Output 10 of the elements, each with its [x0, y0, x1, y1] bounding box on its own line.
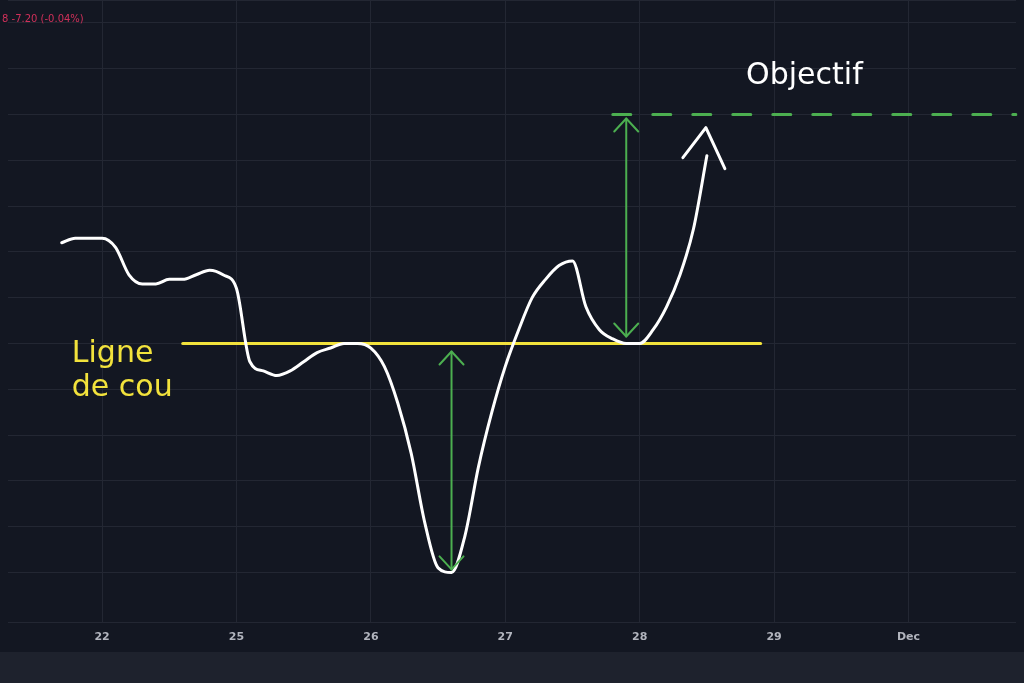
- series-label: Objectif: [746, 56, 865, 92]
- x-tick-label: 29: [766, 630, 782, 644]
- series-label: Ligne de cou: [71, 334, 173, 404]
- x-tick-label: 25: [228, 630, 245, 644]
- x-tick-label: 28: [632, 630, 648, 644]
- x-tick-label: 22: [94, 630, 110, 644]
- x-tick-label: Dec: [896, 630, 921, 644]
- x-tick-label: 27: [497, 630, 513, 644]
- text: 8 -7.20 (-0.04%): [2, 13, 84, 24]
- x-tick-label: 26: [363, 630, 379, 644]
